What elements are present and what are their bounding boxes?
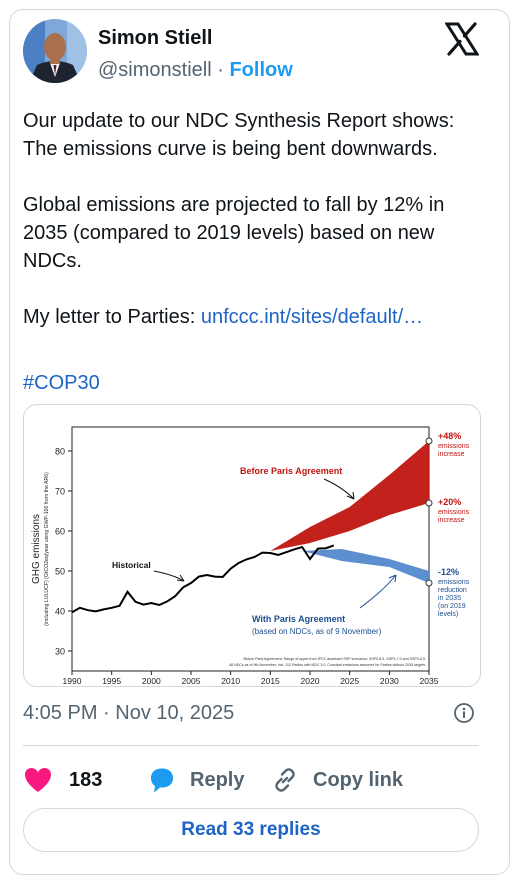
timestamp[interactable]: 4:05 PM · Nov 10, 2025: [23, 702, 235, 724]
like-action[interactable]: 183: [23, 762, 102, 798]
x-tick-label: 2035: [420, 676, 439, 686]
with-paris-arrowhead: [388, 574, 397, 583]
x-tick-label: 2020: [301, 676, 320, 686]
plus48-label: +48%: [438, 431, 461, 441]
author-handle[interactable]: @simonstiell: [98, 59, 212, 81]
y-tick-label: 70: [55, 487, 65, 497]
before-paris-arrow: [323, 478, 355, 500]
tweet-paragraph-3: My letter to Parties: unfccc.int/sites/d…: [23, 303, 483, 331]
plus20-label: +20%: [438, 497, 461, 507]
x-tick-label: 2005: [182, 676, 201, 686]
author-handle-row: @simonstiell · Follow: [98, 59, 293, 82]
report-link[interactable]: unfccc.int/sites/default/…: [200, 306, 424, 328]
separator: ·: [217, 59, 224, 81]
x-tick-label: 1995: [102, 676, 121, 686]
y-tick-label: 60: [55, 527, 65, 537]
letter-prefix: My letter to Parties:: [23, 306, 201, 328]
x-tick-label: 2015: [261, 676, 280, 686]
tweet-paragraph-2: Global emissions are projected to fall b…: [23, 194, 445, 272]
y-tick-label: 30: [55, 647, 65, 657]
plus48-line2: increase: [438, 451, 465, 458]
minus12-line1: emissions: [438, 579, 470, 586]
y-tick-label: 80: [55, 447, 65, 457]
x-tick-label: 2010: [221, 676, 240, 686]
plus20-line2: increase: [438, 517, 465, 524]
y-axis-sublabel: (including LULUCF) (GtCO2eq/year using G…: [44, 472, 50, 626]
y-axis-label: GHG emissions: [31, 514, 42, 584]
minus12-line5: levels): [438, 611, 458, 618]
plot-frame: [71, 426, 430, 672]
avatar[interactable]: [23, 19, 87, 83]
x-tick-label: 2025: [340, 676, 359, 686]
author-name[interactable]: Simon Stiell: [98, 27, 213, 49]
historical-arrow: [153, 570, 185, 582]
chart-image[interactable]: 30 40 50 60 70 80 1990 1995 2000 2005 2010 2015 2020…: [23, 404, 481, 687]
tweet-text: Our update to our NDC Synthesis Report s…: [23, 107, 483, 331]
historical-line: [71, 544, 335, 614]
before-paris-arrowhead: [346, 491, 355, 500]
with-paris-sublabel: (based on NDCs, as of 9 November): [252, 627, 382, 636]
marker-plus48: [425, 437, 433, 445]
minus12-label: -12%: [438, 567, 459, 577]
divider: [23, 745, 479, 746]
x-tick-label: 1990: [63, 676, 82, 686]
read-replies-button[interactable]: Read 33 replies: [23, 808, 479, 852]
copy-link-action[interactable]: Copy link: [271, 762, 403, 798]
follow-button[interactable]: Follow: [229, 59, 293, 81]
before-paris-band: [270, 441, 429, 551]
plus48-line1: emissions: [438, 443, 470, 450]
x-logo-icon[interactable]: [445, 22, 479, 56]
emissions-chart: 30 40 50 60 70 80 1990 1995 2000 2005 2010 2015 2020…: [31, 426, 470, 686]
reply-bubble-icon: [151, 768, 173, 793]
tweet-paragraph-1: Our update to our NDC Synthesis Report s…: [23, 110, 455, 160]
plus20-line1: emissions: [438, 509, 470, 516]
avatar-photo: [23, 19, 87, 83]
action-bar: 183 Reply Copy link: [23, 762, 483, 798]
marker-minus12: [425, 579, 433, 587]
hashtag-cop30[interactable]: #COP30: [23, 372, 100, 394]
y-tick-label: 50: [55, 567, 65, 577]
like-count: 183: [69, 768, 103, 791]
reply-action[interactable]: Reply: [148, 762, 244, 798]
with-paris-label: With Paris Agreement: [252, 614, 345, 624]
copy-link-label: Copy link: [313, 768, 404, 791]
historical-label: Historical: [112, 560, 151, 570]
marker-plus20: [425, 499, 433, 507]
x-tick-label: 2030: [380, 676, 399, 686]
before-paris-label: Before Paris Agreement: [240, 466, 342, 476]
heart-icon: [25, 768, 51, 792]
with-paris-band: [302, 549, 429, 583]
x-tick-label: 2000: [142, 676, 161, 686]
footnote-1: Before Paris Agreement: Range of upper f…: [243, 657, 426, 661]
footnote-2: All NDCs as of 9th November, incl. 112 P…: [229, 663, 426, 667]
minus12-line4: (on 2019: [438, 603, 466, 610]
minus12-line2: reduction: [438, 587, 467, 594]
link-icon: [275, 768, 295, 792]
info-icon[interactable]: [453, 702, 475, 724]
with-paris-arrow: [359, 574, 397, 609]
minus12-line3: in 2035: [438, 595, 461, 602]
y-tick-label: 40: [55, 607, 65, 617]
historical-arrowhead: [176, 574, 185, 582]
reply-label: Reply: [190, 768, 245, 791]
